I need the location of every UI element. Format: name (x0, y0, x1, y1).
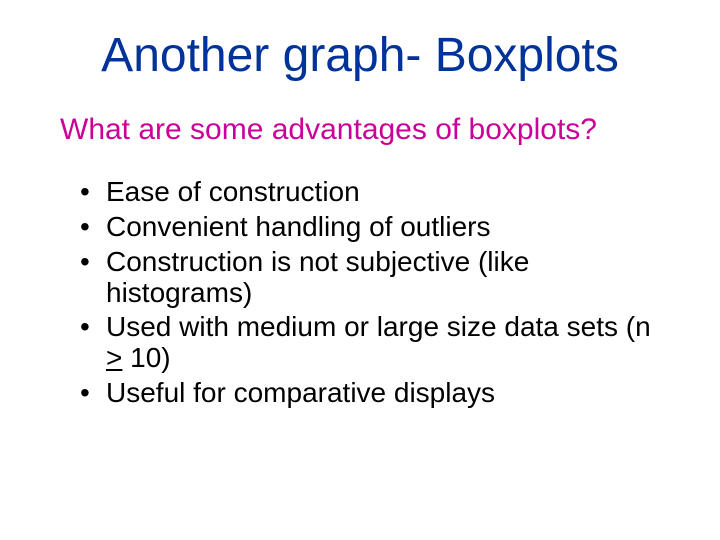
list-item: Ease of construction (80, 177, 670, 208)
slide: Another graph- Boxplots What are some ad… (0, 0, 720, 540)
list-item: Construction is not subjective (like his… (80, 247, 670, 309)
slide-title: Another graph- Boxplots (50, 30, 670, 83)
list-item: Useful for comparative displays (80, 378, 670, 409)
slide-subtitle: What are some advantages of boxplots? (60, 113, 670, 148)
list-item: Convenient handling of outliers (80, 212, 670, 243)
bullet-list: Ease of construction Convenient handling… (50, 177, 670, 409)
list-item: Used with medium or large size data sets… (80, 312, 670, 374)
